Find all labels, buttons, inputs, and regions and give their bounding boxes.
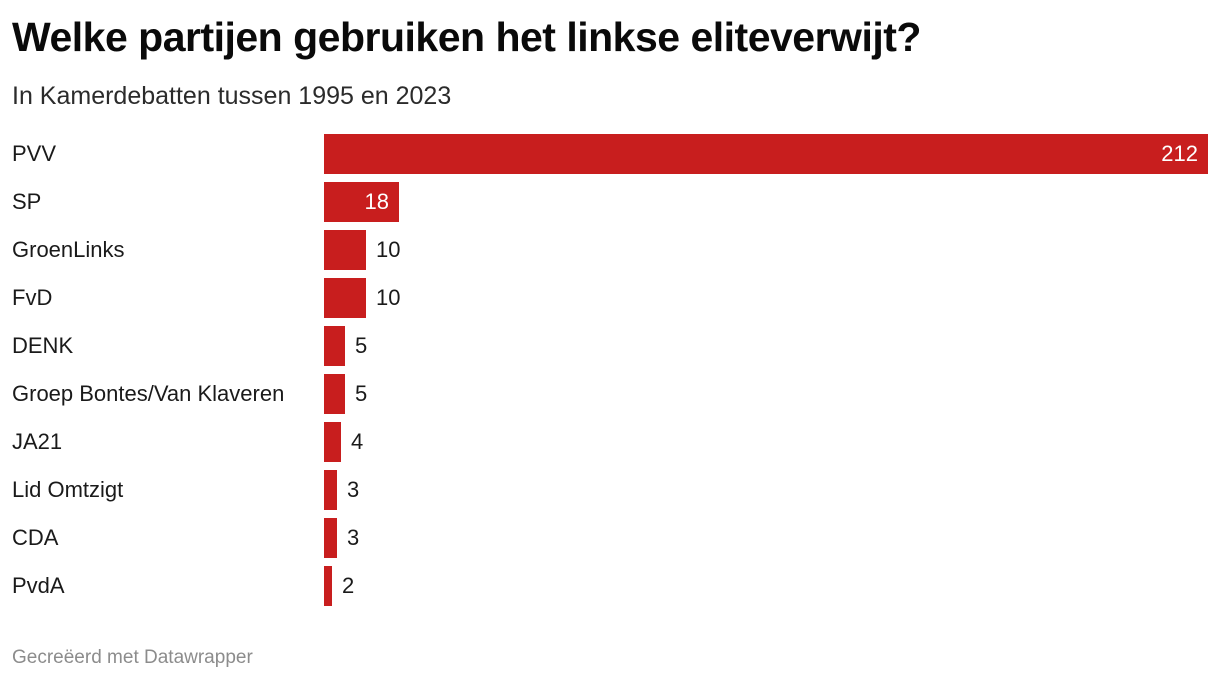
category-label: DENK [12, 333, 74, 358]
value-label: 2 [342, 573, 355, 598]
bar [324, 326, 345, 366]
bar-row: SP 18 [0, 178, 1220, 226]
value-label: 10 [376, 237, 401, 262]
value-label: 18 [364, 189, 389, 214]
bar [324, 470, 337, 510]
credit-footer: Gecreëerd met Datawrapper [12, 647, 253, 668]
bar-row: PvdA 2 [0, 562, 1220, 610]
value-label: 3 [347, 525, 360, 550]
bar-row: DENK 5 [0, 322, 1220, 370]
category-label: JA21 [12, 429, 63, 454]
value-label: 3 [347, 477, 360, 502]
chart-title: Welke partijen gebruiken het linkse elit… [12, 14, 921, 60]
bar [324, 134, 1208, 174]
bar-row: JA21 4 [0, 418, 1220, 466]
chart-subtitle: In Kamerdebatten tussen 1995 en 2023 [12, 82, 452, 110]
category-label: SP [12, 189, 42, 214]
value-label: 4 [351, 429, 364, 454]
bar [324, 374, 345, 414]
bar-chart: PVV 212 SP 18 GroenLinks 10 FvD 10 DENK 5 Groep Bo… [0, 130, 1220, 614]
bar-row: CDA 3 [0, 514, 1220, 562]
bar [324, 278, 366, 318]
bar [324, 422, 341, 462]
category-label: PvdA [12, 573, 65, 598]
value-label: 5 [355, 333, 368, 358]
bar-row: GroenLinks 10 [0, 226, 1220, 274]
category-label: FvD [12, 285, 53, 310]
value-label: 212 [1161, 141, 1198, 166]
category-label: GroenLinks [12, 237, 125, 262]
bar [324, 518, 337, 558]
category-label: CDA [12, 525, 59, 550]
bar [324, 566, 332, 606]
value-label: 10 [376, 285, 401, 310]
bar-row: Lid Omtzigt 3 [0, 466, 1220, 514]
bar-row: FvD 10 [0, 274, 1220, 322]
category-label: Lid Omtzigt [12, 477, 124, 502]
category-label: Groep Bontes/Van Klaveren [12, 381, 285, 406]
bar-row: Groep Bontes/Van Klaveren 5 [0, 370, 1220, 418]
bar [324, 230, 366, 270]
bar [324, 182, 399, 222]
bar-row: PVV 212 [0, 130, 1220, 178]
category-label: PVV [12, 141, 57, 166]
value-label: 5 [355, 381, 368, 406]
